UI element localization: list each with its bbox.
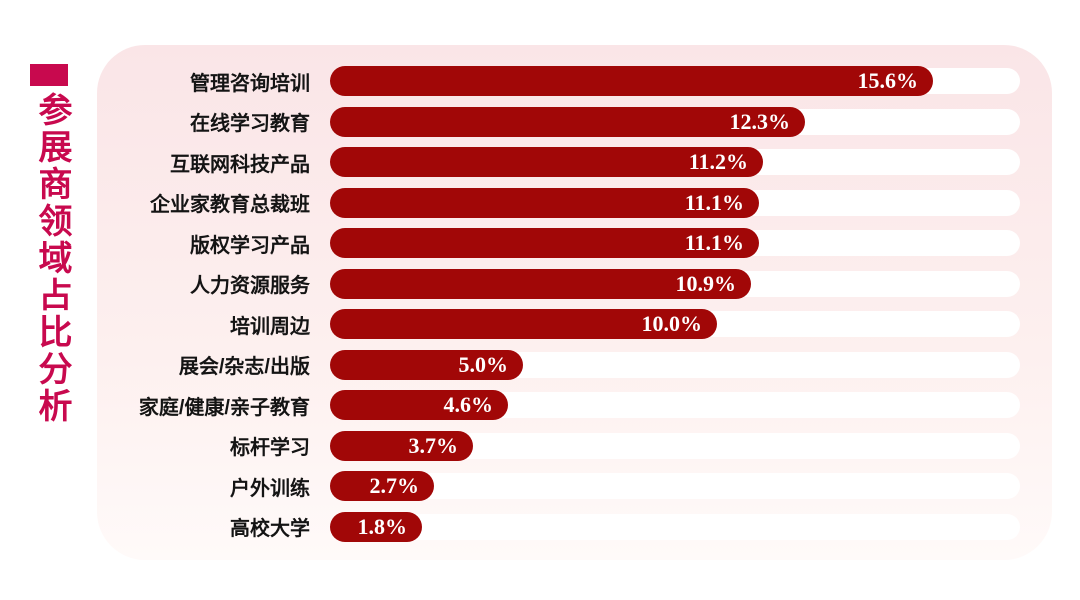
title-accent-bar (30, 64, 68, 86)
bar-value-label: 3.7% (408, 432, 459, 458)
chart-row: 展会/杂志/出版 5.0% (97, 345, 1052, 386)
chart-row: 家庭/健康/亲子教育 4.6% (97, 385, 1052, 426)
bar: 11.1% (330, 187, 759, 218)
bar-track: 11.2% (330, 147, 1020, 178)
chart-row: 高校大学 1.8% (97, 507, 1052, 548)
chart-title: 参展商领域占比分析 (33, 92, 71, 425)
bar-track: 12.3% (330, 106, 1020, 137)
chart-panel: 管理咨询培训 15.6% 在线学习教育 12.3% 互联网科技产品 11.2% … (97, 45, 1052, 560)
chart-row: 企业家教育总裁班 11.1% (97, 183, 1052, 224)
chart-row: 培训周边 10.0% (97, 304, 1052, 345)
bar: 11.1% (330, 228, 759, 259)
bar: 12.3% (330, 106, 805, 137)
bar-value-label: 5.0% (458, 351, 509, 377)
bar: 10.0% (330, 309, 717, 340)
bar: 4.6% (330, 390, 508, 421)
chart-row: 在线学习教育 12.3% (97, 102, 1052, 143)
bar: 15.6% (330, 66, 933, 97)
category-label: 高校大学 (230, 518, 310, 541)
bar-value-label: 2.7% (369, 473, 420, 499)
bar-value-label: 15.6% (857, 68, 919, 94)
bar-value-label: 4.6% (443, 392, 494, 418)
bar-value-label: 10.9% (675, 270, 737, 296)
bar-value-label: 11.2% (688, 149, 748, 175)
category-label: 家庭/健康/亲子教育 (138, 396, 310, 419)
bar: 3.7% (330, 430, 473, 461)
chart-row: 人力资源服务 10.9% (97, 264, 1052, 305)
bar-track: 10.0% (330, 309, 1020, 340)
bar-value-label: 1.8% (357, 513, 408, 539)
category-label: 展会/杂志/出版 (178, 356, 310, 379)
category-label: 企业家教育总裁班 (150, 194, 310, 217)
bar: 2.7% (330, 471, 434, 502)
bar-track: 11.1% (330, 228, 1020, 259)
chart-row: 管理咨询培训 15.6% (97, 61, 1052, 102)
bar: 11.2% (330, 147, 763, 178)
chart-rows: 管理咨询培训 15.6% 在线学习教育 12.3% 互联网科技产品 11.2% … (97, 61, 1052, 547)
bar-value-label: 11.1% (684, 230, 744, 256)
chart-row: 户外训练 2.7% (97, 466, 1052, 507)
bar-track: 5.0% (330, 349, 1020, 380)
bar-track: 2.7% (330, 471, 1020, 502)
category-label: 人力资源服务 (190, 275, 310, 298)
bar-track: 4.6% (330, 390, 1020, 421)
bar: 5.0% (330, 349, 523, 380)
chart-row: 互联网科技产品 11.2% (97, 142, 1052, 183)
bar-track: 11.1% (330, 187, 1020, 218)
bar: 10.9% (330, 268, 751, 299)
bar-track: 3.7% (330, 430, 1020, 461)
category-label: 互联网科技产品 (170, 153, 310, 176)
bar-track: 10.9% (330, 268, 1020, 299)
bar-value-label: 12.3% (729, 108, 791, 134)
category-label: 管理咨询培训 (190, 72, 310, 95)
bar: 1.8% (330, 511, 422, 542)
bar-value-label: 10.0% (641, 311, 703, 337)
chart-row: 版权学习产品 11.1% (97, 223, 1052, 264)
chart-row: 标杆学习 3.7% (97, 426, 1052, 467)
category-label: 户外训练 (230, 477, 310, 500)
category-label: 版权学习产品 (190, 234, 310, 257)
bar-track: 15.6% (330, 66, 1020, 97)
bar-track: 1.8% (330, 511, 1020, 542)
category-label: 在线学习教育 (190, 113, 310, 136)
bar-value-label: 11.1% (684, 189, 744, 215)
category-label: 标杆学习 (230, 437, 310, 460)
category-label: 培训周边 (230, 315, 310, 338)
